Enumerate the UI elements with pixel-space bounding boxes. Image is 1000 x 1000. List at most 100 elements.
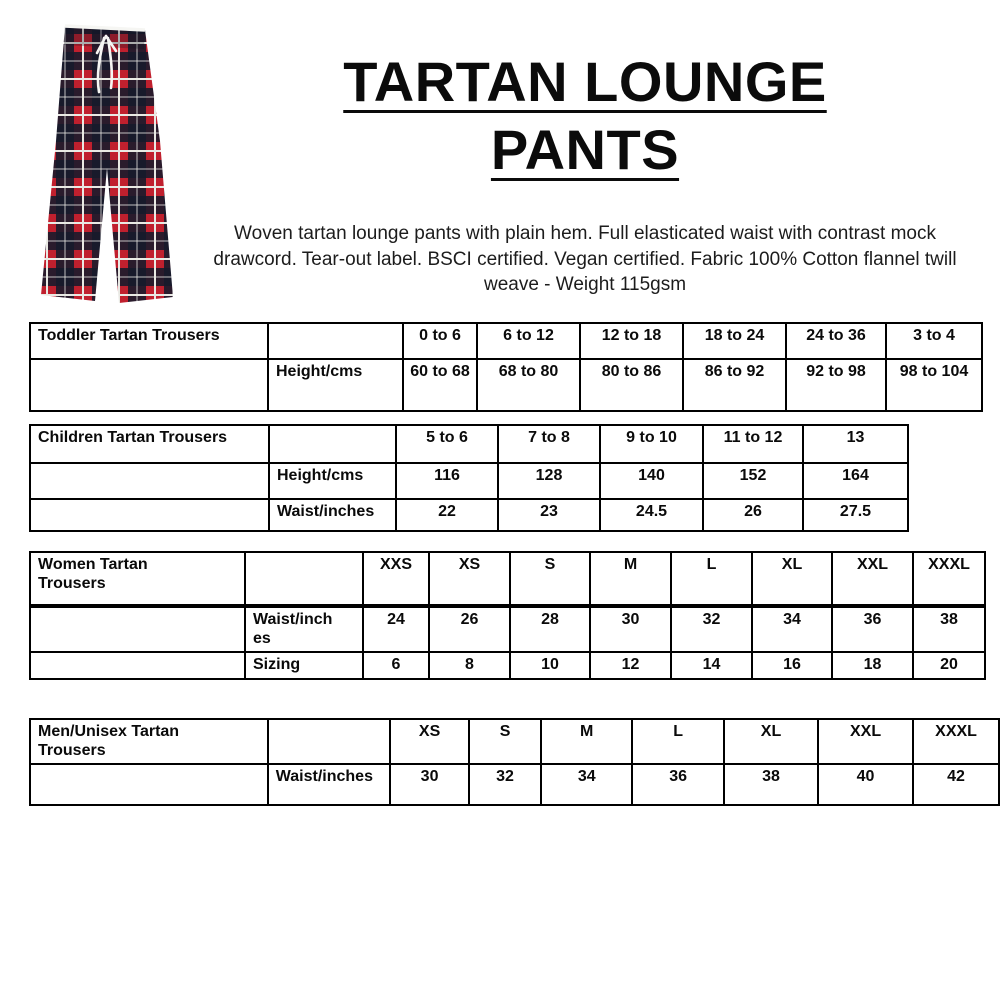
- row-label-cell: Waist/inches: [266, 762, 392, 806]
- table-title-cell: Men/Unisex Tartan Trousers: [29, 718, 269, 765]
- value-cell: 152: [702, 462, 804, 500]
- value-cell: 6: [362, 650, 430, 680]
- size-cell: 18 to 24: [682, 322, 787, 360]
- size-cell: 3 to 4: [885, 322, 983, 360]
- value-cell: 10: [509, 650, 591, 680]
- value-cell: 23: [497, 498, 601, 532]
- men-size-table: Men/Unisex Tartan Trousers XS S M L XL X…: [29, 718, 1000, 806]
- value-cell: 40: [816, 762, 915, 806]
- empty-cell: [29, 605, 246, 653]
- women-size-table: Women Tartan Trousers XXS XS S M L XL XX…: [29, 551, 986, 680]
- value-cell: 36: [631, 762, 726, 806]
- pants-silhouette: [41, 26, 173, 303]
- row-label-cell: Height/cms: [268, 462, 397, 500]
- size-cell: 11 to 12: [702, 424, 804, 464]
- value-cell: 34: [540, 762, 634, 806]
- drawcord: [95, 34, 118, 94]
- size-cell: XS: [389, 718, 470, 765]
- value-cell: 38: [912, 605, 986, 653]
- size-cell: 0 to 6: [402, 322, 478, 360]
- value-cell: 27.5: [802, 498, 909, 532]
- value-cell: 12: [589, 650, 672, 680]
- page-title: TARTAN LOUNGE PANTS: [343, 50, 827, 182]
- row-label-cell: Waist/inches: [244, 605, 364, 653]
- value-cell: 68 to 80: [476, 358, 581, 412]
- empty-cell: [29, 650, 246, 680]
- empty-cell: [29, 498, 270, 532]
- table-title: Children Tartan Trousers: [38, 429, 228, 446]
- value-cell: 34: [751, 605, 833, 653]
- size-cell: 13: [802, 424, 909, 464]
- row-label-cell: Waist/inches: [268, 498, 397, 532]
- empty-cell: [267, 322, 404, 360]
- value-cell: 164: [802, 462, 909, 500]
- value-cell: 60 to 68: [402, 358, 478, 412]
- size-cell: 24 to 36: [785, 322, 887, 360]
- value-cell: 32: [467, 762, 543, 806]
- size-cell: M: [540, 718, 634, 765]
- value-cell: 14: [670, 650, 753, 680]
- empty-cell: [29, 762, 269, 806]
- size-cell: 7 to 8: [497, 424, 601, 464]
- empty-cell: [29, 462, 270, 500]
- size-cell: 9 to 10: [599, 424, 704, 464]
- children-size-table: Children Tartan Trousers 5 to 6 7 to 8 9…: [29, 424, 909, 532]
- empty-cell: [268, 424, 397, 464]
- size-cell: XS: [428, 551, 511, 608]
- size-cell: S: [467, 718, 543, 765]
- value-cell: 42: [912, 762, 1000, 806]
- size-cell: L: [670, 551, 753, 608]
- waistband-trim: [64, 24, 146, 32]
- value-cell: 28: [509, 605, 591, 653]
- table-title: Men/Unisex Tartan Trousers: [38, 723, 180, 759]
- value-cell: 92 to 98: [785, 358, 887, 412]
- size-cell: 12 to 18: [579, 322, 684, 360]
- product-description: Woven tartan lounge pants with plain hem…: [213, 223, 957, 295]
- table-title-cell: Women Tartan Trousers: [29, 551, 246, 608]
- size-cell: XL: [723, 718, 819, 765]
- tartan-pants-image: [41, 24, 173, 303]
- value-cell: 116: [395, 462, 499, 500]
- value-cell: 20: [912, 650, 986, 680]
- size-cell: 5 to 6: [395, 424, 499, 464]
- size-cell: M: [589, 551, 672, 608]
- value-cell: 98 to 104: [885, 358, 983, 412]
- size-cell: XXL: [816, 718, 915, 765]
- value-cell: 26: [428, 605, 511, 653]
- value-cell: 86 to 92: [682, 358, 787, 412]
- value-cell: 80 to 86: [579, 358, 684, 412]
- empty-cell: [244, 551, 364, 608]
- row-label-cell: Height/cms: [267, 358, 404, 412]
- value-cell: 22: [395, 498, 499, 532]
- size-cell: XXL: [831, 551, 914, 608]
- empty-cell: [266, 718, 392, 765]
- table-title-cell: Toddler Tartan Trousers: [29, 322, 269, 360]
- size-cell: XXXL: [912, 551, 986, 608]
- toddler-size-table: Toddler Tartan Trousers 0 to 6 6 to 12 1…: [29, 322, 983, 412]
- size-cell: XXXL: [912, 718, 1000, 765]
- value-cell: 32: [670, 605, 753, 653]
- size-cell: XL: [751, 551, 833, 608]
- value-cell: 38: [723, 762, 819, 806]
- value-cell: 8: [428, 650, 511, 680]
- value-cell: 140: [599, 462, 704, 500]
- size-cell: L: [631, 718, 726, 765]
- value-cell: 24.5: [599, 498, 704, 532]
- value-cell: 36: [831, 605, 914, 653]
- value-cell: 30: [589, 605, 672, 653]
- value-cell: 24: [362, 605, 430, 653]
- table-title: Women Tartan Trousers: [38, 556, 148, 592]
- size-cell: S: [509, 551, 591, 608]
- product-photo: [20, 16, 188, 316]
- value-cell: 16: [751, 650, 833, 680]
- value-cell: 26: [702, 498, 804, 532]
- size-cell: 6 to 12: [476, 322, 581, 360]
- empty-cell: [29, 358, 269, 412]
- value-cell: 30: [389, 762, 470, 806]
- value-cell: 18: [831, 650, 914, 680]
- size-cell: XXS: [362, 551, 430, 608]
- value-cell: 128: [497, 462, 601, 500]
- row-label-cell: Sizing: [244, 650, 364, 680]
- table-title-cell: Children Tartan Trousers: [29, 424, 270, 464]
